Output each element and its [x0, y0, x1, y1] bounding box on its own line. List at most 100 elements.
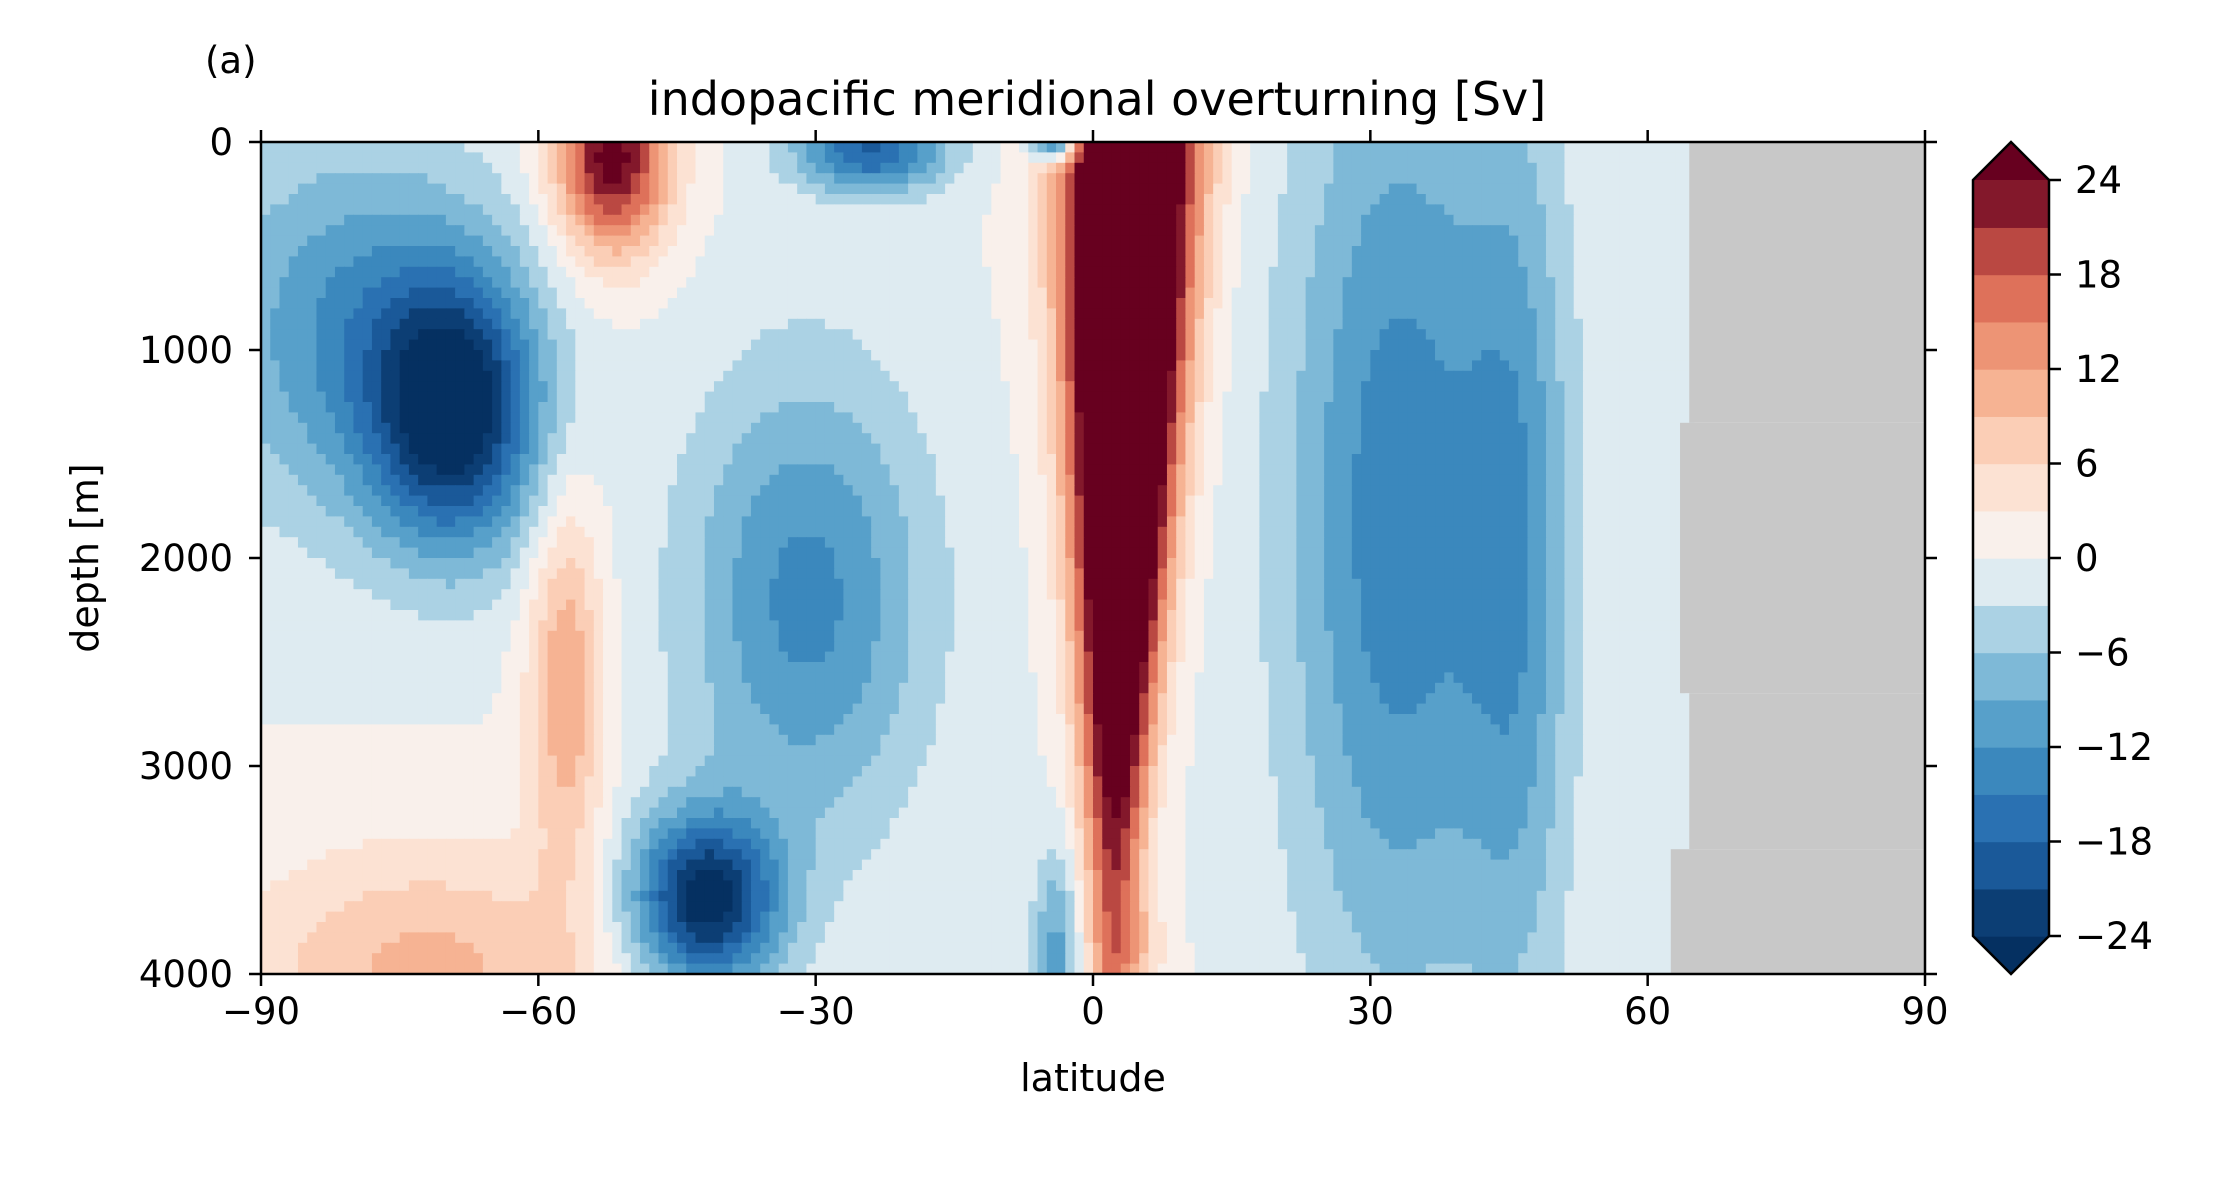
heatmap-cell	[972, 329, 983, 341]
heatmap-cell	[408, 433, 419, 445]
heatmap-cell	[1555, 412, 1566, 424]
heatmap-cell	[1000, 454, 1011, 465]
heatmap-cell	[1324, 194, 1334, 205]
heatmap-cell	[1619, 308, 1630, 320]
heatmap-cell	[399, 339, 410, 351]
heatmap-cell	[1509, 246, 1519, 257]
heatmap-cell	[519, 412, 530, 424]
heatmap-cell	[926, 142, 937, 153]
heatmap-cell	[750, 277, 761, 289]
heatmap-cell	[889, 454, 900, 465]
heatmap-cell	[1203, 402, 1214, 413]
heatmap-cell	[584, 183, 595, 195]
heatmap-cell	[1370, 464, 1381, 476]
heatmap-cell	[482, 339, 493, 351]
heatmap-cell	[732, 402, 743, 413]
heatmap-cell	[1037, 225, 1048, 237]
heatmap-cell	[1638, 246, 1649, 257]
heatmap-cell	[1074, 194, 1085, 205]
heatmap-cell	[1629, 235, 1640, 247]
heatmap-cell	[362, 194, 373, 205]
heatmap-cell	[1370, 433, 1381, 445]
heatmap-cell	[612, 360, 623, 372]
heatmap-cell	[778, 194, 789, 205]
heatmap-cell	[945, 246, 955, 257]
heatmap-cell	[1129, 194, 1140, 205]
heatmap-cell	[1536, 298, 1547, 309]
heatmap-cell	[658, 391, 669, 403]
heatmap-cell	[1314, 350, 1325, 361]
heatmap-cell	[991, 277, 1002, 289]
heatmap-cell	[741, 360, 752, 372]
heatmap-cell	[1250, 142, 1260, 153]
heatmap-cell	[445, 235, 456, 247]
heatmap-cell	[510, 204, 521, 216]
heatmap-cell	[399, 308, 410, 320]
heatmap-cell	[1046, 402, 1057, 413]
heatmap-cell	[1425, 422, 1436, 434]
heatmap-cell	[1462, 339, 1473, 351]
heatmap-cell	[1222, 370, 1233, 382]
heatmap-cell	[760, 412, 771, 424]
heatmap-cell	[603, 360, 613, 372]
heatmap-cell	[649, 464, 660, 476]
heatmap-cell	[362, 464, 373, 476]
heatmap-cell	[1675, 370, 1686, 382]
heatmap-cell	[288, 474, 299, 486]
heatmap-cell	[1324, 162, 1334, 174]
heatmap-cell	[1203, 214, 1214, 226]
heatmap-cell	[1287, 443, 1297, 455]
heatmap-cell	[1157, 256, 1168, 268]
heatmap-cell	[917, 142, 928, 153]
heatmap-cell	[1425, 391, 1436, 403]
heatmap-cell	[1490, 370, 1501, 382]
heatmap-cell	[1277, 204, 1288, 216]
heatmap-cell	[1268, 350, 1279, 361]
heatmap-cell	[1000, 370, 1011, 382]
heatmap-cell	[1111, 318, 1122, 330]
heatmap-cell	[399, 402, 410, 413]
heatmap-cell	[1610, 287, 1621, 299]
heatmap-cell	[510, 474, 521, 486]
heatmap-cell	[1453, 142, 1464, 153]
heatmap-cell	[593, 152, 604, 164]
heatmap-cell	[1157, 287, 1168, 299]
heatmap-cell	[1416, 235, 1427, 247]
heatmap-cell	[455, 422, 465, 434]
heatmap-cell	[1148, 381, 1159, 393]
heatmap-cell	[713, 298, 724, 309]
heatmap-cell	[1148, 246, 1159, 257]
heatmap-cell	[1416, 142, 1427, 153]
heatmap-cell	[982, 152, 992, 164]
heatmap-cell	[1499, 287, 1510, 299]
heatmap-cell	[1666, 454, 1676, 465]
heatmap-cell	[1638, 381, 1649, 393]
heatmap-cell	[1555, 162, 1566, 174]
heatmap-cell	[1619, 298, 1630, 309]
heatmap-cell	[1462, 173, 1473, 185]
heatmap-cell	[824, 225, 835, 237]
heatmap-cell	[945, 381, 955, 393]
heatmap-cell	[621, 246, 632, 257]
heatmap-cell	[556, 204, 567, 216]
heatmap-cell	[1148, 194, 1159, 205]
heatmap-cell	[1222, 225, 1233, 237]
heatmap-cell	[1240, 391, 1251, 403]
heatmap-cell	[1296, 433, 1307, 445]
heatmap-cell	[1000, 360, 1011, 372]
heatmap-cell	[1527, 339, 1538, 351]
heatmap-cell	[732, 162, 743, 174]
heatmap-cell	[1545, 173, 1556, 185]
heatmap-cell	[677, 204, 687, 216]
heatmap-cell	[1102, 329, 1113, 341]
heatmap-cell	[473, 339, 484, 351]
heatmap-cell	[464, 360, 475, 372]
heatmap-cell	[824, 339, 835, 351]
heatmap-cell	[686, 194, 697, 205]
heatmap-cell	[991, 454, 1002, 465]
heatmap-cell	[464, 339, 475, 351]
heatmap-cell	[279, 162, 290, 174]
heatmap-cell	[1545, 194, 1556, 205]
heatmap-cell	[307, 350, 318, 361]
heatmap-cell	[1462, 329, 1473, 341]
